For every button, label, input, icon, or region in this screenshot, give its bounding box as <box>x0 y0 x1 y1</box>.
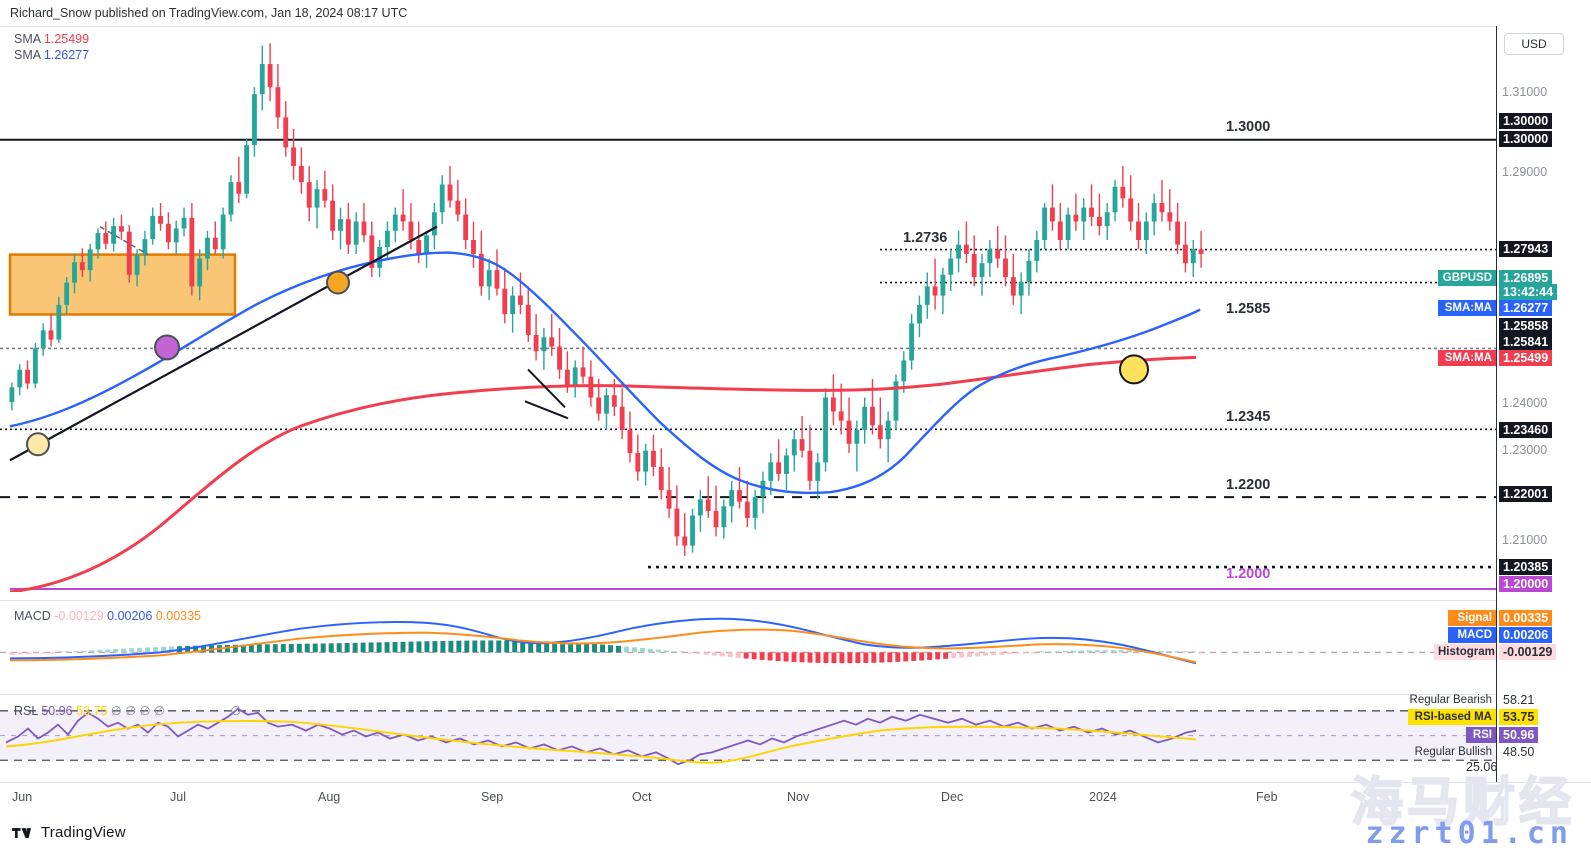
time-label-nov: Nov <box>787 790 810 804</box>
cross-marker-aug <box>326 270 350 295</box>
price-tag-1-30000-b: 1.30000 <box>1499 131 1553 147</box>
wedge-upper <box>527 368 566 409</box>
time-label-dec: Dec <box>941 790 964 804</box>
time-label-sep: Sep <box>481 790 504 804</box>
wedge-lower <box>524 400 569 420</box>
time-axis[interactable]: Jun Jul Aug Sep Oct Nov Dec 2024 Feb <box>0 782 1591 812</box>
price-tag-1-30000-a: 1.30000 <box>1499 113 1553 129</box>
rsi-tag-label-regular-bullish: Regular Bullish <box>1414 746 1492 758</box>
rsi-tag-value-rsi: 50.96 <box>1499 727 1539 743</box>
time-label-feb: Feb <box>1256 790 1278 804</box>
tradingview-logo-icon <box>12 827 31 838</box>
price-tag-1-22001: 1.22001 <box>1499 486 1553 502</box>
rsi-tag-label-rsi: RSI <box>1466 727 1496 743</box>
series-label-gbpusd: GBPUSD <box>1438 270 1496 286</box>
rsi-ma-line <box>5 719 1197 764</box>
series-value-gbpusd: 1.26895 <box>1499 270 1553 286</box>
macd-tag-value-histogram: -0.00129 <box>1499 644 1557 660</box>
price-tick-1-24000: 1.24000 <box>1502 396 1548 410</box>
series-label-sma-slow: SMA:MA <box>1438 350 1496 366</box>
time-label-aug: Aug <box>318 790 341 804</box>
macd-chart-svg <box>0 617 1496 665</box>
macd-tag-label-macd: MACD <box>1448 627 1496 643</box>
time-label-2024: 2024 <box>1089 790 1117 804</box>
footer: TradingView <box>0 812 1591 857</box>
price-scale-separator <box>1496 26 1497 782</box>
price-chart-svg <box>0 43 1496 592</box>
rsi-tag-label-regular-bearish: Regular Bearish <box>1409 694 1492 706</box>
time-label-jul: Jul <box>170 790 186 804</box>
series-value-sma-fast: 1.26277 <box>1499 300 1553 316</box>
sma-fast-line <box>9 251 1201 495</box>
minor-trend-dashed <box>99 226 149 256</box>
price-pane[interactable]: SMA 1.25499 SMA 1.26277 <box>0 26 1496 592</box>
rsi-chart-svg <box>0 707 1496 766</box>
series-time-gbpusd: 13:42:44 <box>1499 284 1558 300</box>
price-tag-1-20000: 1.20000 <box>1499 576 1553 592</box>
price-tag-1-25841: 1.25841 <box>1499 334 1553 350</box>
tradingview-logo[interactable]: TradingView <box>12 824 126 841</box>
rsi-tag-value-regular-bullish: 48.50 <box>1503 745 1535 759</box>
stray-scale-value: 25.06 <box>1466 760 1498 774</box>
price-tag-1-23460: 1.23460 <box>1499 422 1553 438</box>
macd-pane[interactable]: MACD -0.00129 0.00206 0.00335 <box>0 600 1496 688</box>
macd-line <box>9 617 1197 665</box>
price-tag-1-20385: 1.20385 <box>1499 559 1553 575</box>
rsi-pane[interactable]: RSL 50.96 53.75 ∅ ∅ ∅ ∅ ∅ <box>0 694 1496 782</box>
price-tick-1-31000: 1.31000 <box>1502 85 1548 99</box>
rsi-tag-value-regular-bearish: 58.21 <box>1503 693 1535 707</box>
macd-signal-line <box>9 628 1197 664</box>
price-tag-1-27943: 1.27943 <box>1499 241 1553 257</box>
rsi-tag-value-rsi-ma: 53.75 <box>1499 709 1539 725</box>
series-label-sma-fast: SMA:MA <box>1438 300 1496 316</box>
golden-cross-marker <box>1119 354 1149 385</box>
sma-slow-line <box>9 355 1197 592</box>
cross-marker-left <box>26 432 50 457</box>
price-tag-1-25858: 1.25858 <box>1499 318 1553 334</box>
attribution-text: Richard_Snow published on TradingView.co… <box>10 6 408 20</box>
rsi-line <box>5 707 1197 766</box>
series-value-sma-slow: 1.25499 <box>1499 350 1553 366</box>
time-label-oct: Oct <box>632 790 652 804</box>
uptrend-line <box>9 225 438 462</box>
price-tick-1-21000: 1.21000 <box>1502 533 1548 547</box>
time-label-jun: Jun <box>12 790 33 804</box>
macd-tag-label-histogram: Histogram <box>1434 644 1496 660</box>
price-tick-1-23000: 1.23000 <box>1502 443 1548 457</box>
tradingview-logo-text: TradingView <box>41 824 126 841</box>
macd-histogram <box>9 640 1204 664</box>
price-tick-1-29000: 1.29000 <box>1502 165 1548 179</box>
macd-tag-value-macd: 0.00206 <box>1499 627 1553 643</box>
currency-chip[interactable]: USD <box>1504 33 1564 55</box>
rsi-tag-label-rsi-ma: RSI-based MA <box>1408 709 1496 725</box>
breakdown-marker <box>154 334 180 361</box>
macd-tag-label-signal: Signal <box>1448 610 1496 626</box>
macd-tag-value-signal: 0.00335 <box>1499 610 1553 626</box>
candlestick-series <box>9 43 1204 556</box>
